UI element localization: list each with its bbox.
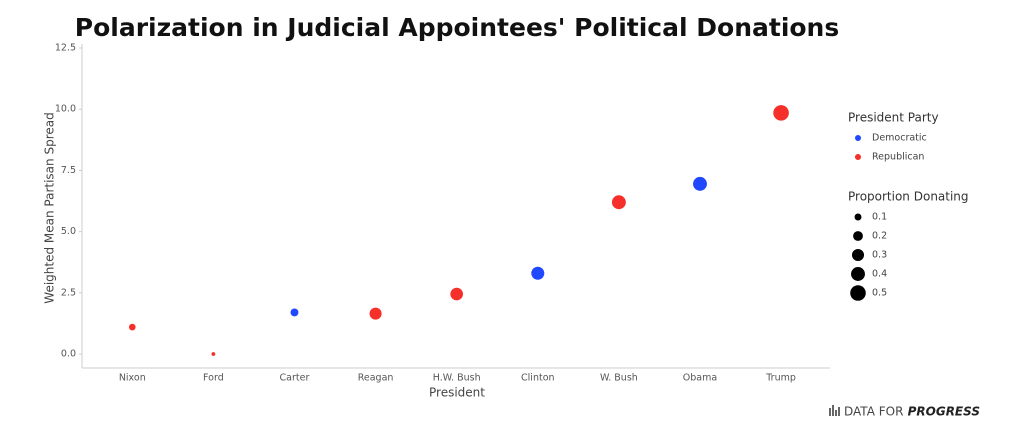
size-legend-label: 0.5 (872, 288, 887, 299)
point (211, 352, 216, 356)
size-legend-swatch (850, 285, 866, 301)
chart-title: Polarization in Judicial Appointees' Pol… (75, 13, 840, 42)
x-tick-label: Trump (765, 373, 796, 384)
y-tick-label: 5.0 (61, 226, 76, 237)
source-emphasis: PROGRESS (908, 405, 980, 419)
x-tick-label: Carter (280, 373, 310, 384)
point (693, 176, 707, 191)
x-tick-label: Obama (683, 373, 717, 384)
point (773, 105, 789, 121)
y-tick-label: 2.5 (61, 287, 76, 298)
y-tick-label: 12.5 (55, 43, 76, 54)
size-legend-title: Proportion Donating (848, 190, 969, 204)
point (290, 308, 299, 317)
size-legend-label: 0.2 (872, 231, 887, 242)
legend-label: Democratic (872, 133, 927, 144)
x-tick-label: Nixon (119, 373, 146, 384)
x-tick-label: Reagan (358, 373, 394, 384)
logo-icon (829, 405, 840, 416)
point (531, 266, 545, 280)
source-prefix: DATA FOR (844, 405, 903, 419)
x-tick-label: H.W. Bush (433, 373, 481, 384)
point (128, 323, 136, 331)
size-legend-label: 0.3 (872, 250, 887, 261)
size-legend-swatch (851, 248, 865, 262)
y-tick-label: 10.0 (55, 104, 76, 115)
point (369, 307, 382, 320)
size-legend-swatch (854, 213, 862, 221)
x-axis-title: President (429, 386, 485, 400)
legend-swatch (855, 135, 861, 141)
size-legend-label: 0.4 (872, 269, 887, 280)
legend-label: Republican (872, 152, 924, 163)
legend-title: President Party (848, 111, 939, 125)
y-tick-label: 0.0 (61, 349, 76, 360)
y-axis-title: Weighted Mean Partisan Spread (43, 112, 57, 303)
point (450, 287, 464, 301)
size-legend-label: 0.1 (872, 212, 887, 223)
y-tick-label: 7.5 (61, 165, 76, 176)
x-tick-label: W. Bush (600, 373, 638, 384)
point (611, 195, 626, 210)
size-legend-swatch (851, 267, 865, 281)
x-tick-label: Clinton (521, 373, 555, 384)
x-tick-label: Ford (203, 373, 224, 384)
size-legend-swatch (853, 231, 863, 241)
legend-swatch (855, 154, 861, 160)
